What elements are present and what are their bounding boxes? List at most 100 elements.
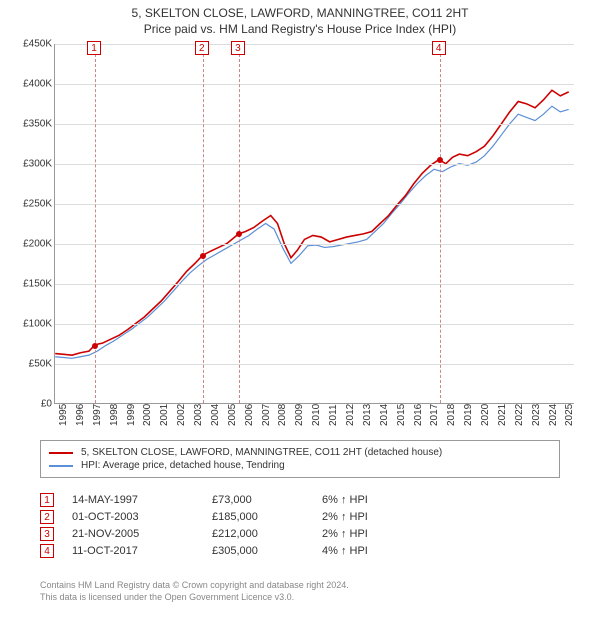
gridline <box>55 204 574 205</box>
x-axis-label: 1996 <box>75 404 86 426</box>
plot-area <box>54 44 574 404</box>
legend-item: HPI: Average price, detached house, Tend… <box>49 460 551 471</box>
sales-row: 2 01-OCT-2003£185,0002% ↑ HPI <box>40 510 560 524</box>
x-axis-label: 2025 <box>564 404 575 426</box>
sales-delta: 4% ↑ HPI <box>322 545 412 557</box>
y-axis-label: £0 <box>8 399 52 410</box>
chart-lines <box>55 44 574 403</box>
sales-price: £73,000 <box>212 494 322 506</box>
marker-line <box>95 44 96 403</box>
x-axis-label: 2009 <box>294 404 305 426</box>
x-axis-label: 2006 <box>244 404 255 426</box>
attribution-line-1: Contains HM Land Registry data © Crown c… <box>40 580 560 592</box>
sales-date: 01-OCT-2003 <box>72 511 212 523</box>
x-axis-label: 2002 <box>176 404 187 426</box>
x-axis-label: 2021 <box>497 404 508 426</box>
y-axis-label: £350K <box>8 119 52 130</box>
title-main: 5, SKELTON CLOSE, LAWFORD, MANNINGTREE, … <box>0 6 600 20</box>
legend-swatch <box>49 452 73 454</box>
x-axis-label: 2023 <box>531 404 542 426</box>
sales-row: 4 11-OCT-2017£305,0004% ↑ HPI <box>40 544 560 558</box>
legend-swatch <box>49 465 73 467</box>
y-axis-label: £450K <box>8 39 52 50</box>
sales-table: 114-MAY-1997£73,0006% ↑ HPI201-OCT-2003£… <box>40 490 560 561</box>
sales-delta: 2% ↑ HPI <box>322 511 412 523</box>
x-axis-label: 2011 <box>328 404 339 426</box>
x-axis-label: 2019 <box>463 404 474 426</box>
gridline <box>55 124 574 125</box>
marker-badge: 2 <box>195 41 209 55</box>
x-axis-label: 2001 <box>159 404 170 426</box>
y-axis-label: £300K <box>8 159 52 170</box>
x-axis-label: 2013 <box>362 404 373 426</box>
marker-line <box>203 44 204 403</box>
marker-dot <box>437 157 443 163</box>
x-axis-label: 2020 <box>480 404 491 426</box>
y-axis-label: £200K <box>8 239 52 250</box>
sales-row: 3 21-NOV-2005£212,0002% ↑ HPI <box>40 527 560 541</box>
x-axis-label: 2010 <box>311 404 322 426</box>
marker-badge: 3 <box>231 41 245 55</box>
x-axis-label: 2022 <box>514 404 525 426</box>
sales-price: £305,000 <box>212 545 322 557</box>
x-axis-label: 2008 <box>277 404 288 426</box>
x-axis-label: 1998 <box>109 404 120 426</box>
legend-label: HPI: Average price, detached house, Tend… <box>81 460 285 471</box>
gridline <box>55 364 574 365</box>
sales-price: £185,000 <box>212 511 322 523</box>
marker-dot <box>92 343 98 349</box>
gridline <box>55 324 574 325</box>
x-axis-label: 2007 <box>261 404 272 426</box>
sales-row: 1 14-MAY-1997£73,0006% ↑ HPI <box>40 493 560 507</box>
sales-badge: 1 <box>40 493 54 507</box>
sales-badge: 2 <box>40 510 54 524</box>
sales-delta: 2% ↑ HPI <box>322 528 412 540</box>
marker-line <box>239 44 240 403</box>
gridline <box>55 164 574 165</box>
x-axis-label: 1999 <box>126 404 137 426</box>
legend-label: 5, SKELTON CLOSE, LAWFORD, MANNINGTREE, … <box>81 447 442 458</box>
marker-badge: 1 <box>87 41 101 55</box>
y-axis-label: £150K <box>8 279 52 290</box>
attribution-line-2: This data is licensed under the Open Gov… <box>40 592 560 604</box>
x-axis-label: 2017 <box>429 404 440 426</box>
x-axis-label: 2003 <box>193 404 204 426</box>
sales-delta: 6% ↑ HPI <box>322 494 412 506</box>
sales-badge: 3 <box>40 527 54 541</box>
x-axis-label: 2000 <box>142 404 153 426</box>
chart-area: £0 £50K £100K £150K £200K £250K £300K £350K £400… <box>8 44 592 434</box>
sales-date: 11-OCT-2017 <box>72 545 212 557</box>
gridline <box>55 284 574 285</box>
x-axis-label: 2015 <box>396 404 407 426</box>
x-axis-label: 2012 <box>345 404 356 426</box>
x-axis-label: 2018 <box>446 404 457 426</box>
titles: 5, SKELTON CLOSE, LAWFORD, MANNINGTREE, … <box>0 0 600 36</box>
y-axis-label: £100K <box>8 319 52 330</box>
legend: 5, SKELTON CLOSE, LAWFORD, MANNINGTREE, … <box>40 440 560 478</box>
gridline <box>55 244 574 245</box>
y-axis-label: £400K <box>8 79 52 90</box>
chart-container: 5, SKELTON CLOSE, LAWFORD, MANNINGTREE, … <box>0 0 600 620</box>
gridline <box>55 84 574 85</box>
x-axis-label: 2014 <box>379 404 390 426</box>
y-axis-label: £250K <box>8 199 52 210</box>
sales-date: 14-MAY-1997 <box>72 494 212 506</box>
x-axis-label: 2024 <box>548 404 559 426</box>
title-sub: Price paid vs. HM Land Registry's House … <box>0 22 600 36</box>
marker-dot <box>200 253 206 259</box>
y-axis-label: £50K <box>8 359 52 370</box>
attribution: Contains HM Land Registry data © Crown c… <box>40 580 560 603</box>
series-hpi <box>55 106 568 358</box>
gridline <box>55 44 574 45</box>
x-axis-label: 2004 <box>210 404 221 426</box>
x-axis-label: 2016 <box>413 404 424 426</box>
x-axis-label: 1997 <box>92 404 103 426</box>
marker-dot <box>236 231 242 237</box>
sales-price: £212,000 <box>212 528 322 540</box>
sales-date: 21-NOV-2005 <box>72 528 212 540</box>
marker-line <box>440 44 441 403</box>
marker-badge: 4 <box>432 41 446 55</box>
x-axis-label: 2005 <box>227 404 238 426</box>
legend-item: 5, SKELTON CLOSE, LAWFORD, MANNINGTREE, … <box>49 447 551 458</box>
sales-badge: 4 <box>40 544 54 558</box>
